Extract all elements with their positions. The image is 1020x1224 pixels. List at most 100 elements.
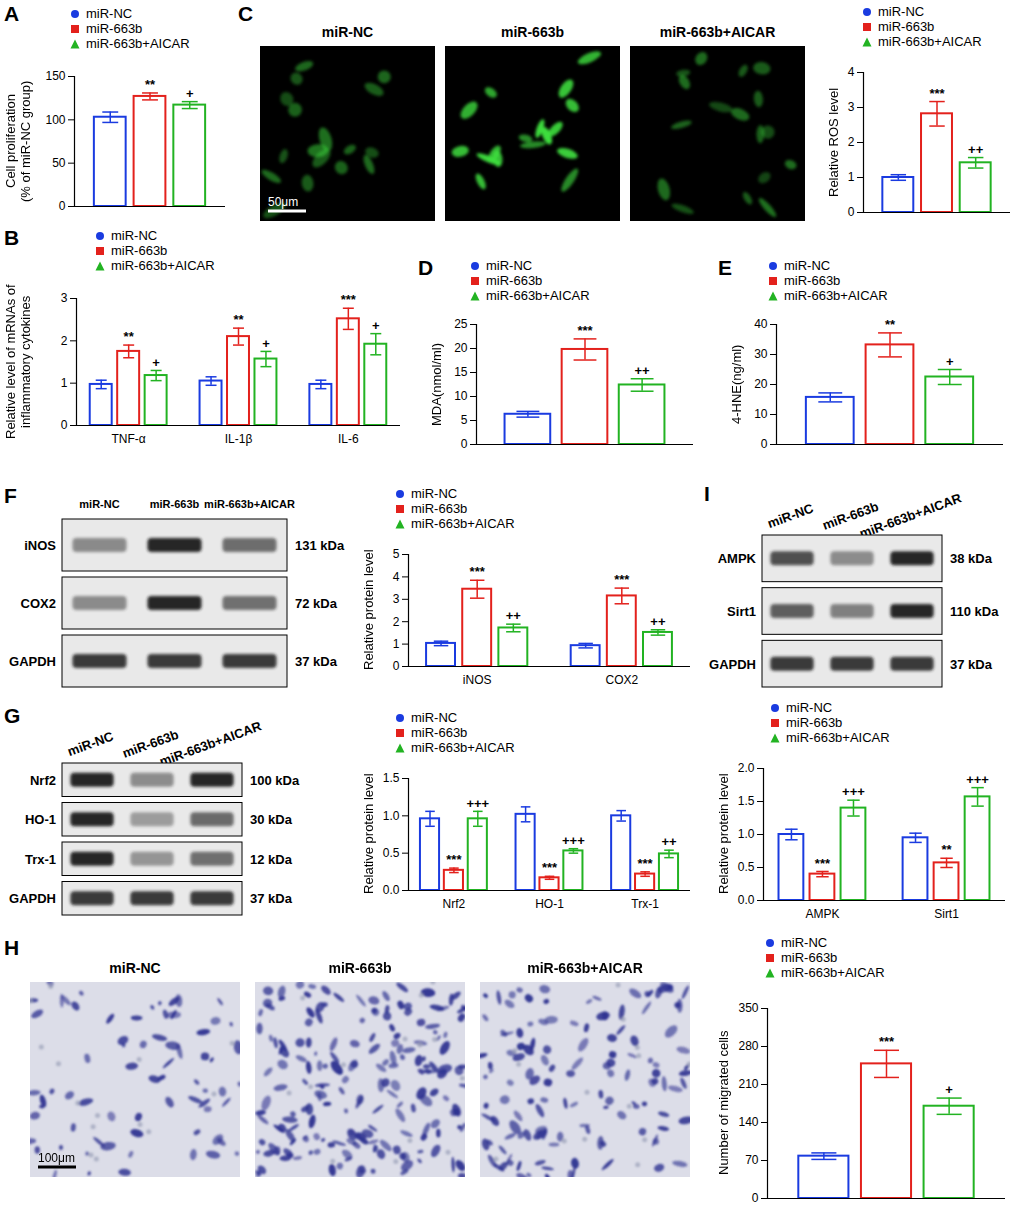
svg-text:37 kDa: 37 kDa: [295, 654, 338, 669]
svg-text:+++: +++: [842, 784, 865, 799]
svg-text:iNOS: iNOS: [463, 673, 492, 687]
svg-text:miR-663b: miR-663b: [150, 498, 200, 510]
svg-text:+: +: [945, 1082, 953, 1097]
svg-text:***: ***: [446, 852, 462, 867]
svg-text:0: 0: [61, 418, 68, 432]
svg-text:0: 0: [59, 199, 66, 213]
svg-text:++: ++: [661, 834, 677, 849]
svg-text:5: 5: [393, 547, 400, 561]
svg-text:50: 50: [52, 156, 66, 170]
svg-text:AMPK: AMPK: [805, 907, 839, 921]
svg-text:20: 20: [454, 341, 468, 355]
svg-text:miR-663b+AICAR: miR-663b+AICAR: [527, 960, 643, 976]
svg-text:miR-663b: miR-663b: [501, 24, 564, 40]
svg-text:+++: +++: [466, 796, 489, 811]
svg-text:1.5: 1.5: [383, 771, 400, 785]
svg-text:30 kDa: 30 kDa: [250, 812, 293, 827]
svg-text:Trx-1: Trx-1: [25, 852, 56, 867]
svg-text:37 kDa: 37 kDa: [950, 657, 993, 672]
svg-text:0: 0: [848, 205, 855, 219]
svg-text:TNF-α: TNF-α: [112, 432, 146, 446]
svg-text:+++: +++: [966, 772, 989, 787]
svg-text:37 kDa: 37 kDa: [250, 891, 293, 906]
svg-text:50μm: 50μm: [268, 195, 298, 209]
svg-text:0: 0: [393, 659, 400, 673]
svg-text:Trx-1: Trx-1: [631, 897, 659, 911]
svg-text:0.0: 0.0: [738, 893, 755, 907]
svg-text:AMPK: AMPK: [718, 551, 757, 566]
svg-text:100: 100: [45, 113, 65, 127]
svg-text:***: ***: [929, 86, 945, 101]
svg-text:Nrf2: Nrf2: [30, 773, 56, 788]
svg-text:3: 3: [61, 291, 68, 305]
svg-text:0.5: 0.5: [738, 860, 755, 874]
svg-text:GAPDH: GAPDH: [709, 657, 756, 672]
svg-text:***: ***: [577, 323, 593, 338]
svg-text:miR-663b+AICAR: miR-663b+AICAR: [204, 498, 295, 510]
svg-text:100 kDa: 100 kDa: [250, 773, 300, 788]
svg-text:miR-NC: miR-NC: [109, 960, 160, 976]
svg-text:Nrf2: Nrf2: [443, 897, 466, 911]
svg-text:5: 5: [461, 413, 468, 427]
svg-text:HO-1: HO-1: [535, 897, 564, 911]
svg-text:1.0: 1.0: [738, 827, 755, 841]
svg-text:0: 0: [461, 437, 468, 451]
svg-text:miR-NC: miR-NC: [65, 728, 115, 759]
svg-text:miR-663b+AICAR: miR-663b+AICAR: [157, 718, 264, 769]
svg-text:10: 10: [454, 389, 468, 403]
svg-text:131 kDa: 131 kDa: [295, 538, 345, 553]
svg-text:0.0: 0.0: [383, 883, 400, 897]
svg-text:140: 140: [738, 1115, 758, 1129]
svg-text:HO-1: HO-1: [25, 812, 56, 827]
svg-text:70: 70: [745, 1153, 759, 1167]
svg-text:+: +: [372, 318, 380, 333]
svg-text:+: +: [152, 355, 160, 370]
svg-text:40: 40: [754, 317, 768, 331]
svg-text:++: ++: [968, 142, 984, 157]
svg-text:0: 0: [761, 437, 768, 451]
svg-text:++: ++: [635, 363, 651, 378]
svg-text:miR-663b+AICAR: miR-663b+AICAR: [857, 490, 964, 541]
svg-text:+: +: [946, 354, 954, 369]
svg-text:IL-1β: IL-1β: [225, 432, 253, 446]
svg-text:***: ***: [815, 856, 831, 871]
svg-text:**: **: [145, 77, 156, 92]
svg-text:miR-NC: miR-NC: [322, 24, 373, 40]
svg-text:Sirt1: Sirt1: [934, 907, 959, 921]
svg-text:***: ***: [542, 860, 558, 875]
svg-text:3: 3: [393, 592, 400, 606]
svg-text:+: +: [186, 86, 194, 101]
svg-text:***: ***: [879, 1034, 895, 1049]
svg-text:**: **: [233, 312, 244, 327]
svg-text:**: **: [885, 317, 896, 332]
svg-text:++: ++: [650, 614, 666, 629]
svg-text:4: 4: [393, 570, 400, 584]
svg-text:COX2: COX2: [21, 596, 56, 611]
svg-text:***: ***: [470, 564, 486, 579]
svg-text:38 kDa: 38 kDa: [950, 551, 993, 566]
svg-text:0.5: 0.5: [383, 846, 400, 860]
svg-text:1: 1: [61, 376, 68, 390]
svg-text:1: 1: [393, 637, 400, 651]
svg-text:**: **: [941, 842, 952, 857]
svg-text:miR-663b+AICAR: miR-663b+AICAR: [660, 24, 776, 40]
svg-text:COX2: COX2: [605, 673, 638, 687]
svg-text:110 kDa: 110 kDa: [950, 604, 999, 619]
svg-text:2: 2: [848, 135, 855, 149]
svg-text:20: 20: [754, 377, 768, 391]
svg-text:++: ++: [506, 608, 522, 623]
svg-text:1.0: 1.0: [383, 809, 400, 823]
svg-text:IL-6: IL-6: [338, 432, 359, 446]
svg-text:miR-NC: miR-NC: [79, 498, 119, 510]
svg-text:15: 15: [454, 365, 468, 379]
svg-text:iNOS: iNOS: [24, 538, 56, 553]
svg-text:2: 2: [61, 334, 68, 348]
svg-text:***: ***: [614, 572, 630, 587]
svg-text:**: **: [124, 329, 135, 344]
svg-text:1: 1: [848, 170, 855, 184]
svg-text:210: 210: [738, 1077, 758, 1091]
svg-text:+: +: [262, 336, 270, 351]
svg-text:25: 25: [454, 317, 468, 331]
svg-text:miR-NC: miR-NC: [765, 500, 815, 531]
svg-text:0: 0: [752, 1191, 759, 1205]
